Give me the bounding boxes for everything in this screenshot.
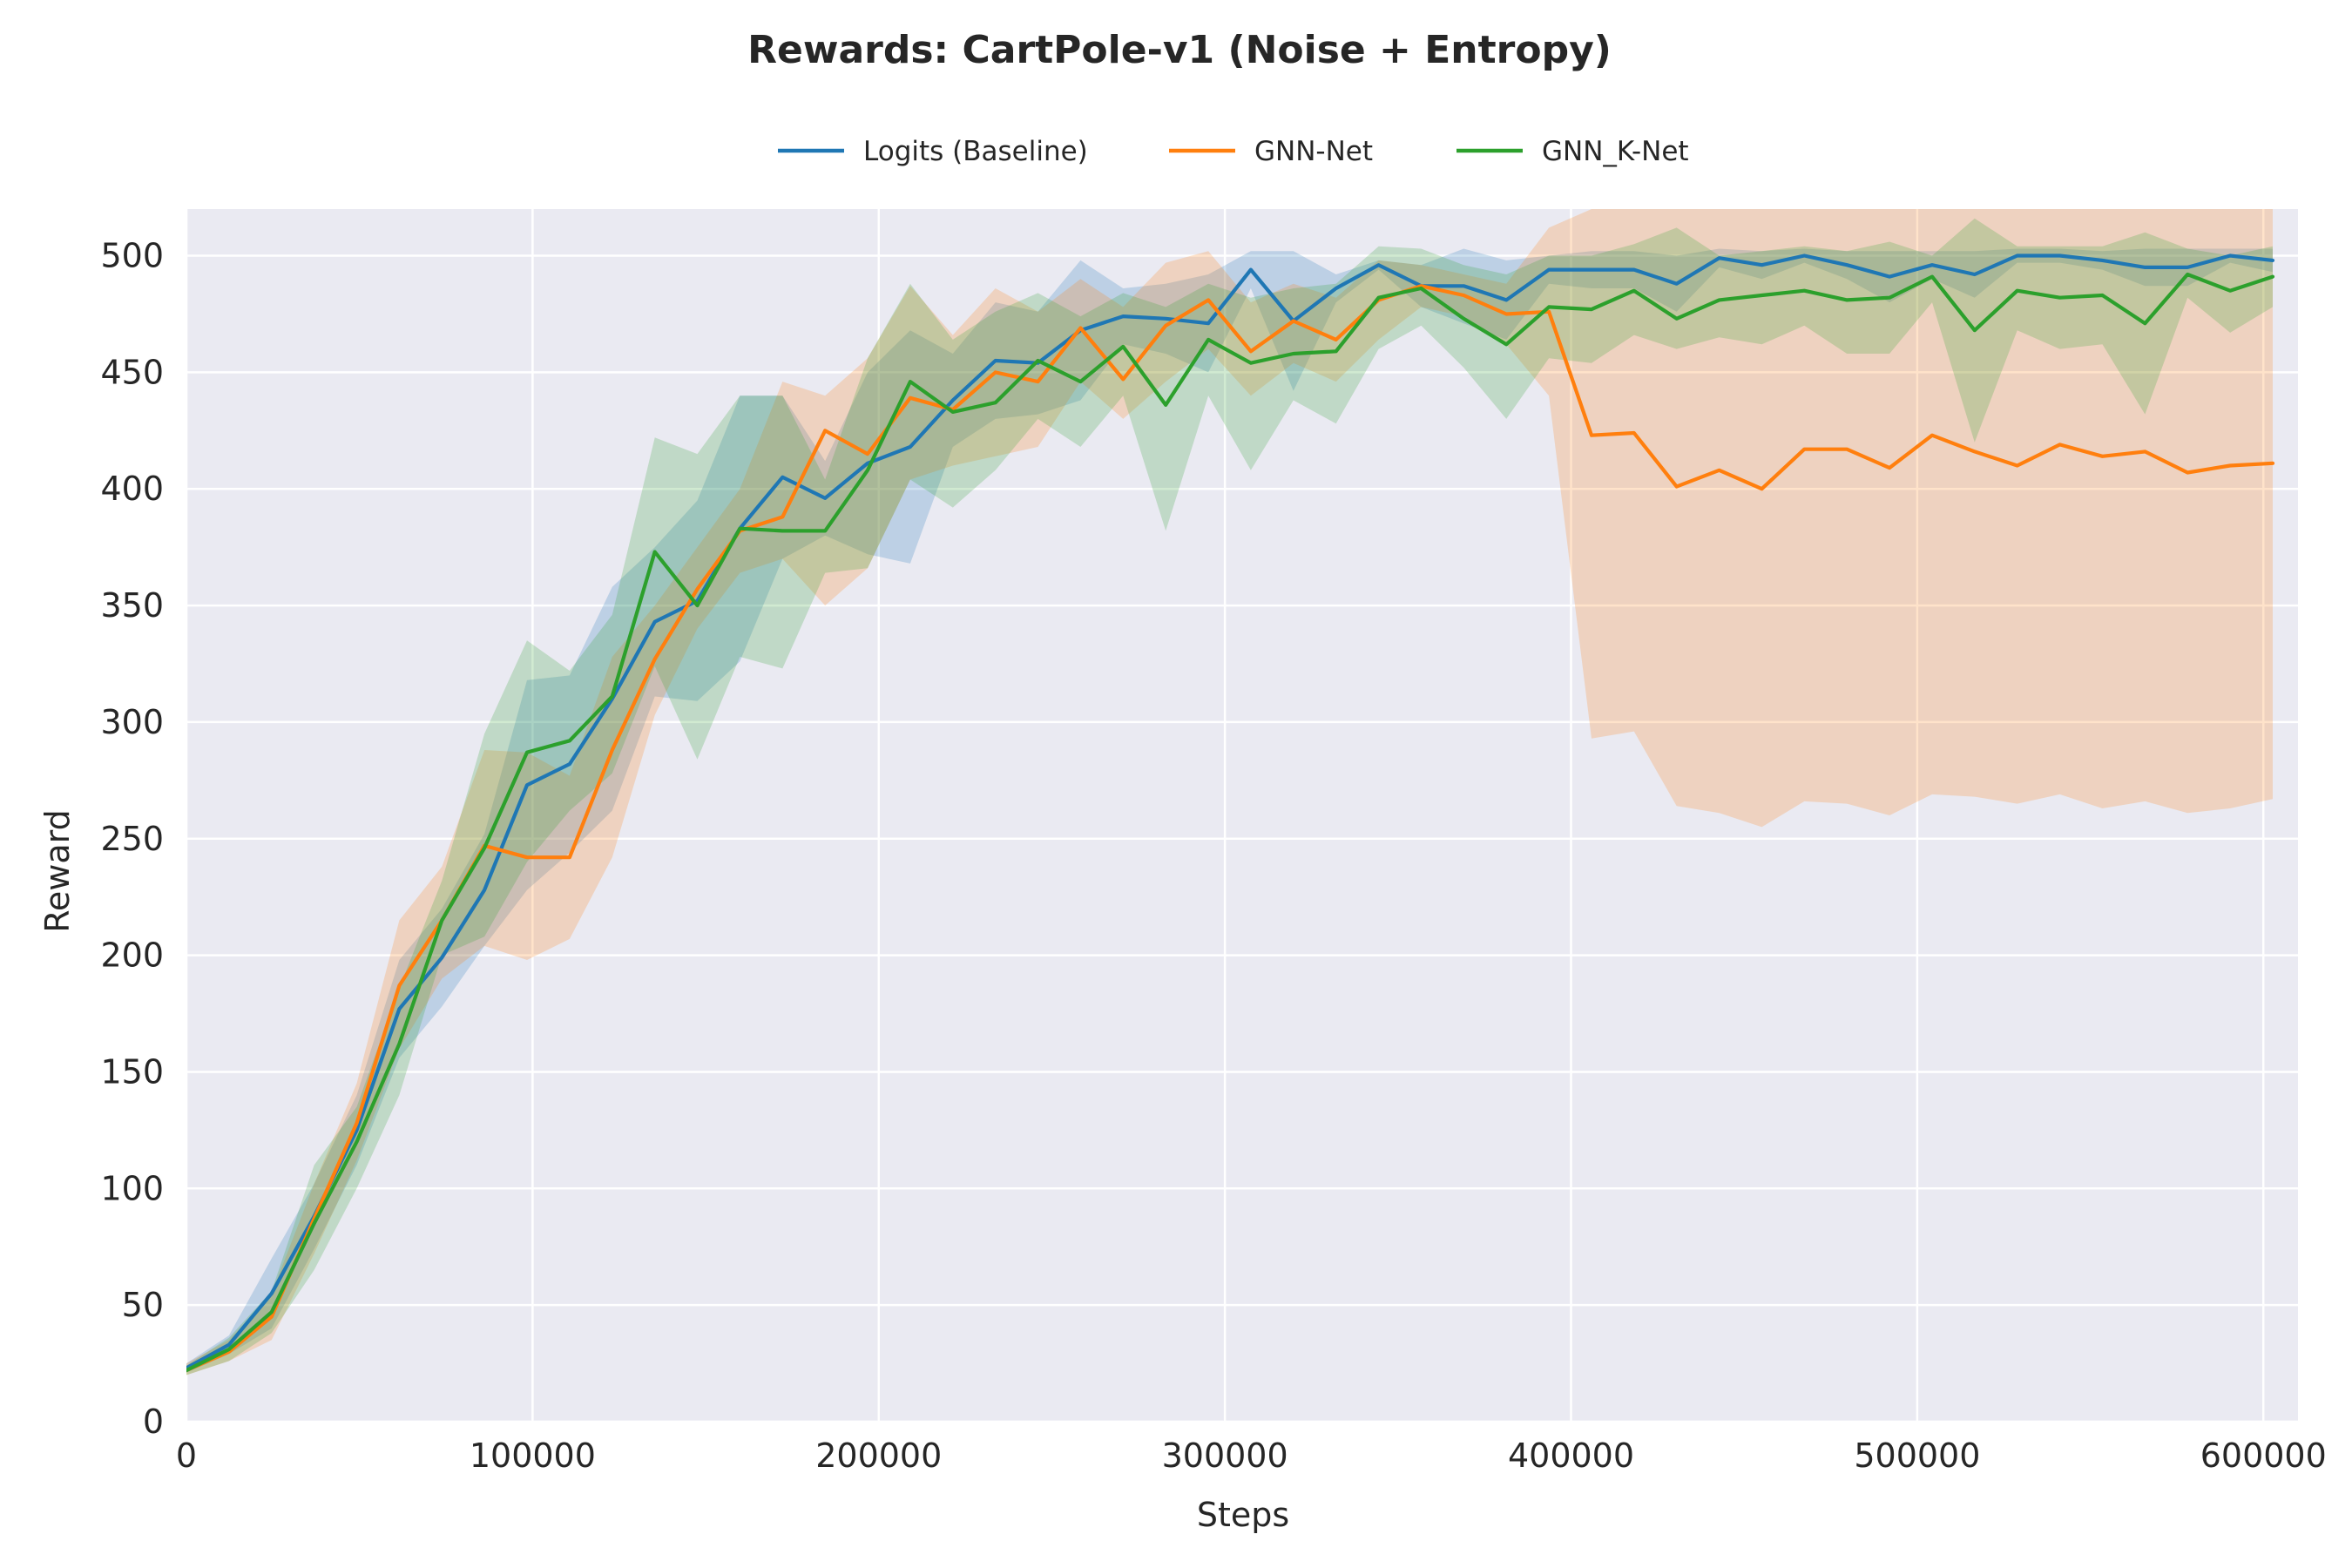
y-tick-label: 350 [100, 586, 164, 625]
logits-baseline-band [186, 248, 2273, 1373]
series-lines [186, 253, 2275, 1373]
grid [185, 209, 2298, 1423]
y-tick-label: 0 [143, 1402, 164, 1441]
y-tick-label: 500 [100, 237, 164, 275]
gnn-k-net-legend-label: GNN_K-Net [1542, 136, 1689, 167]
plot-area [186, 209, 2298, 1422]
y-axis-label: Reward [38, 809, 77, 933]
gnn-k-net-band [186, 218, 2273, 1375]
x-tick-label: 600000 [2200, 1436, 2327, 1475]
legend: Logits (Baseline) GNN-Net GNN_K-Net [778, 136, 1689, 167]
y-tick-label: 200 [100, 936, 164, 975]
y-tick-label: 400 [100, 470, 164, 508]
x-tick-label: 400000 [1508, 1436, 1634, 1475]
y-tick-label: 150 [100, 1052, 164, 1091]
y-tick-label: 250 [100, 820, 164, 858]
x-tick-label: 500000 [1854, 1436, 1980, 1475]
x-tick-label: 100000 [470, 1436, 596, 1475]
x-tick-labels: 0 100000 200000 300000 400000 500000 600000 [176, 1436, 2327, 1475]
y-tick-labels: 0 50 100 150 200 250 300 350 400 450 500 [100, 237, 164, 1441]
x-tick-label: 200000 [815, 1436, 942, 1475]
y-tick-label: 300 [100, 703, 164, 741]
x-tick-label: 300000 [1162, 1436, 1288, 1475]
x-axis-label: Steps [1197, 1496, 1289, 1534]
logits-baseline-line [186, 253, 2275, 1370]
confidence-bands [186, 209, 2273, 1375]
x-tick-label: 0 [176, 1436, 197, 1475]
chart-title: Rewards: CartPole-v1 (Noise + Entropy) [747, 28, 1612, 72]
gnn-net-line [186, 284, 2275, 1373]
y-tick-label: 450 [100, 353, 164, 391]
y-tick-label: 50 [122, 1286, 164, 1324]
y-tick-label: 100 [100, 1169, 164, 1207]
logits-baseline-legend-label: Logits (Baseline) [863, 136, 1088, 167]
gnn-net-band [186, 209, 2273, 1375]
gnn-net-legend-label: GNN-Net [1254, 136, 1373, 167]
gnn-k-net-line [186, 272, 2275, 1373]
